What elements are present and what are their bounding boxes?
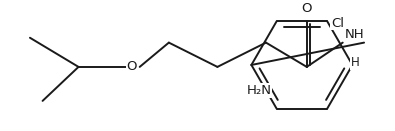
Text: H₂N: H₂N bbox=[247, 84, 272, 97]
Text: H: H bbox=[350, 56, 359, 69]
Text: O: O bbox=[127, 60, 137, 73]
Text: Cl: Cl bbox=[331, 17, 344, 30]
Text: NH: NH bbox=[345, 28, 364, 41]
Text: O: O bbox=[301, 2, 312, 15]
